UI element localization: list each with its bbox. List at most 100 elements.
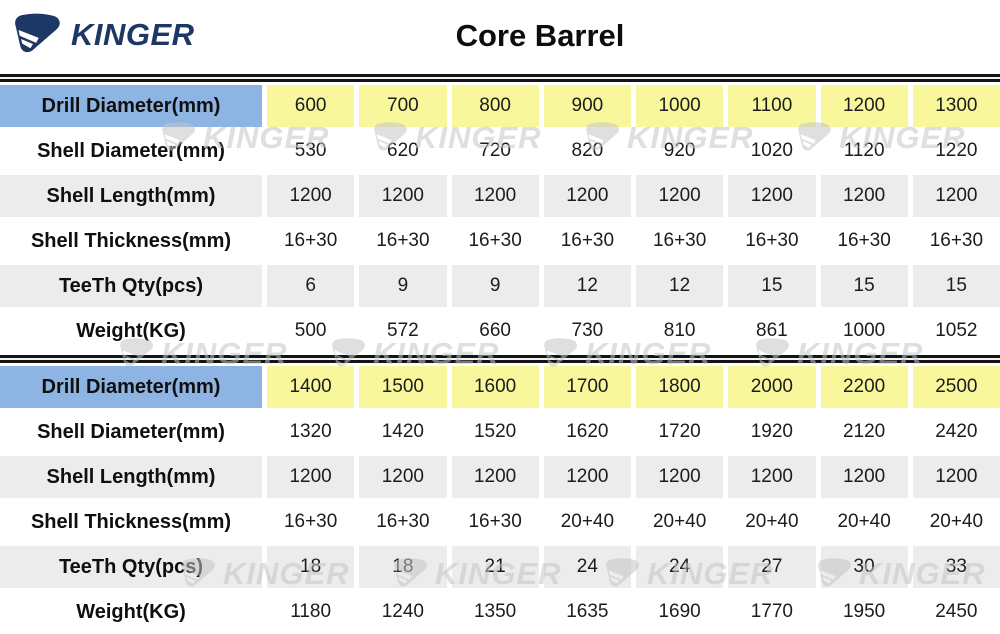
cell-value: 1200: [912, 175, 1000, 217]
cell-value: 1300: [912, 85, 1000, 127]
cell-value: 1690: [636, 591, 724, 633]
cell-value: 620: [359, 130, 447, 172]
cell-value: 16+30: [359, 220, 447, 262]
cell-value: 1920: [728, 411, 816, 453]
table-row: TeeTh Qty(pcs) 6 9 9 12 12 15 15 15: [0, 265, 1000, 307]
row-label: Shell Thickness(mm): [0, 220, 262, 262]
spec-table: Drill Diameter(mm) 600 700 800 900 1000 1100 12…: [0, 85, 1000, 633]
header: KINGER Core Barrel: [0, 0, 1000, 74]
cell-value: 660: [451, 310, 539, 352]
row-label: Shell Thickness(mm): [0, 501, 262, 543]
row-label: Drill Diameter(mm): [0, 366, 262, 408]
cell-value: 1635: [543, 591, 631, 633]
cell-value: 600: [267, 85, 355, 127]
table-row: Weight(KG) 500 572 660 730 810 861 1000 1052: [0, 310, 1000, 352]
cell-value: 2450: [912, 591, 1000, 633]
cell-value: 1220: [912, 130, 1000, 172]
cell-value: 1200: [359, 456, 447, 498]
cell-value: 1200: [912, 456, 1000, 498]
row-label: Weight(KG): [0, 591, 262, 633]
cell-value: 24: [543, 546, 631, 588]
cell-value: 1720: [636, 411, 724, 453]
cell-value: 16+30: [728, 220, 816, 262]
table-row: Weight(KG) 1180 1240 1350 1635 1690 1770 1950 24…: [0, 591, 1000, 633]
cell-value: 1400: [267, 366, 355, 408]
cell-value: 2500: [912, 366, 1000, 408]
table-row: Shell Diameter(mm) 530 620 720 820 920 1020 112…: [0, 130, 1000, 172]
cell-value: 720: [451, 130, 539, 172]
cell-value: 16+30: [912, 220, 1000, 262]
cell-value: 18: [359, 546, 447, 588]
row-label: TeeTh Qty(pcs): [0, 265, 262, 307]
table-row: Shell Thickness(mm) 16+30 16+30 16+30 20+40 2…: [0, 501, 1000, 543]
row-label: Shell Length(mm): [0, 456, 262, 498]
cell-value: 16+30: [451, 220, 539, 262]
row-label: TeeTh Qty(pcs): [0, 546, 262, 588]
cell-value: 1100: [728, 85, 816, 127]
table-row: Shell Diameter(mm) 1320 1420 1520 1620 1720 19…: [0, 411, 1000, 453]
cell-value: 1180: [267, 591, 355, 633]
cell-value: 810: [636, 310, 724, 352]
cell-value: 2420: [912, 411, 1000, 453]
cell-value: 1600: [451, 366, 539, 408]
cell-value: 20+40: [728, 501, 816, 543]
cell-value: 861: [728, 310, 816, 352]
cell-value: 1700: [543, 366, 631, 408]
cell-value: 1200: [451, 175, 539, 217]
kinger-logo-text: KINGER: [71, 17, 195, 52]
cell-value: 27: [728, 546, 816, 588]
cell-value: 1240: [359, 591, 447, 633]
cell-value: 1320: [267, 411, 355, 453]
cell-value: 16+30: [451, 501, 539, 543]
cell-value: 9: [359, 265, 447, 307]
cell-value: 1200: [820, 175, 908, 217]
table-row: Shell Length(mm) 1200 1200 1200 1200 1200 1200…: [0, 456, 1000, 498]
cell-value: 2120: [820, 411, 908, 453]
row-label: Weight(KG): [0, 310, 262, 352]
row-label: Shell Diameter(mm): [0, 411, 262, 453]
cell-value: 12: [543, 265, 631, 307]
cell-value: 1620: [543, 411, 631, 453]
cell-value: 730: [543, 310, 631, 352]
cell-value: 530: [267, 130, 355, 172]
cell-value: 1770: [728, 591, 816, 633]
cell-value: 16+30: [267, 220, 355, 262]
cell-value: 20+40: [912, 501, 1000, 543]
cell-value: 20+40: [636, 501, 724, 543]
cell-value: 16+30: [820, 220, 908, 262]
cell-value: 6: [267, 265, 355, 307]
cell-value: 1500: [359, 366, 447, 408]
table-row: TeeTh Qty(pcs) 18 18 21 24 24 27 30 33: [0, 546, 1000, 588]
table-row: Shell Thickness(mm) 16+30 16+30 16+30 16+30 1…: [0, 220, 1000, 262]
cell-value: 1120: [820, 130, 908, 172]
table-row: Shell Length(mm) 1200 1200 1200 1200 1200 1200…: [0, 175, 1000, 217]
cell-value: 1000: [636, 85, 724, 127]
cell-value: 16+30: [543, 220, 631, 262]
cell-value: 1950: [820, 591, 908, 633]
cell-value: 16+30: [359, 501, 447, 543]
cell-value: 20+40: [820, 501, 908, 543]
cell-value: 1200: [359, 175, 447, 217]
cell-value: 820: [543, 130, 631, 172]
cell-value: 15: [912, 265, 1000, 307]
cell-value: 1200: [728, 456, 816, 498]
cell-value: 1200: [267, 456, 355, 498]
cell-value: 15: [728, 265, 816, 307]
cell-value: 1200: [451, 456, 539, 498]
cell-value: 1200: [820, 456, 908, 498]
cell-value: 920: [636, 130, 724, 172]
row-label: Shell Diameter(mm): [0, 130, 262, 172]
table-row: Drill Diameter(mm) 1400 1500 1600 1700 1800 20…: [0, 366, 1000, 408]
cell-value: 500: [267, 310, 355, 352]
cell-value: 2200: [820, 366, 908, 408]
cell-value: 1800: [636, 366, 724, 408]
cell-value: 24: [636, 546, 724, 588]
cell-value: 30: [820, 546, 908, 588]
cell-value: 33: [912, 546, 1000, 588]
cell-value: 12: [636, 265, 724, 307]
divider-top: [0, 74, 1000, 82]
cell-value: 16+30: [636, 220, 724, 262]
cell-value: 1200: [636, 175, 724, 217]
cell-value: 1200: [267, 175, 355, 217]
